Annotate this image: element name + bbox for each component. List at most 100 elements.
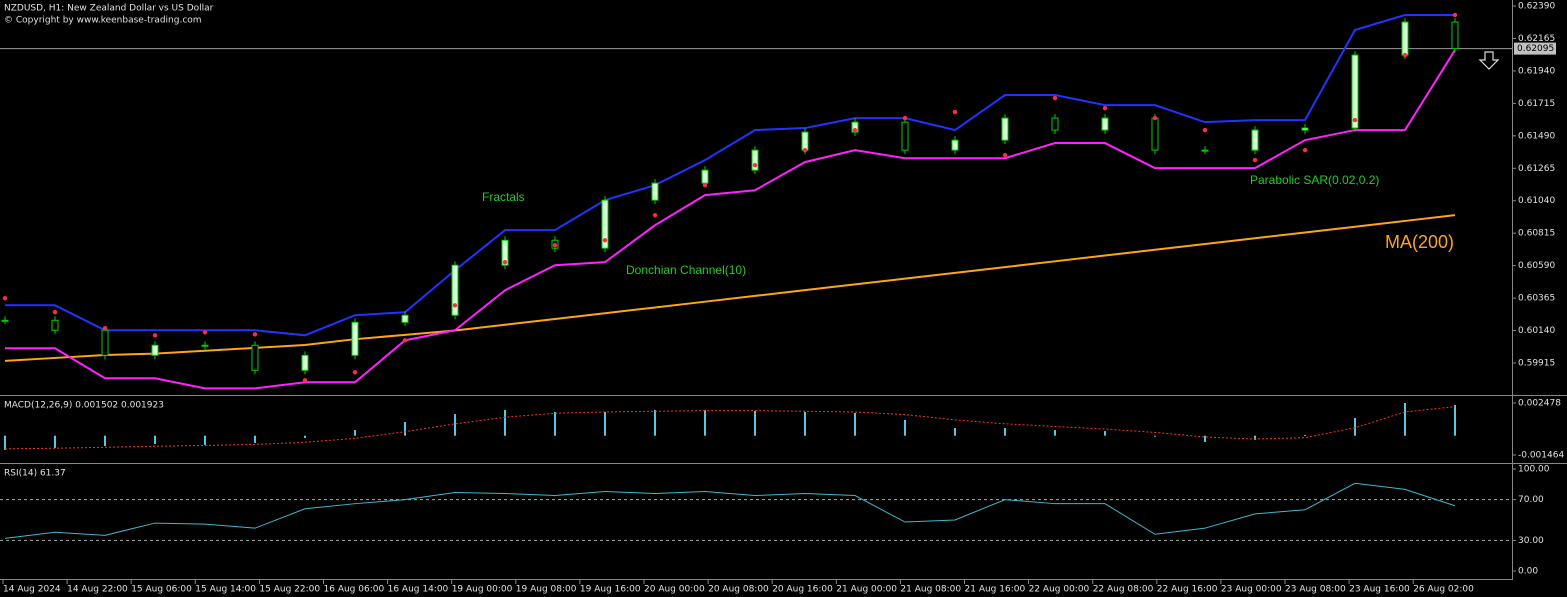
- candle: [701, 169, 709, 184]
- ma-line: [4, 214, 1456, 362]
- x-tick-label: 19 Aug 00:00: [452, 585, 513, 595]
- candle: [151, 344, 159, 356]
- x-tick-label: 20 Aug 08:00: [708, 585, 769, 595]
- sar-dot: [1102, 105, 1108, 111]
- macd-bar: [904, 419, 906, 436]
- x-tick-label: 23 Aug 16:00: [1349, 585, 1410, 595]
- y-tick-label: 0.61715: [1518, 99, 1555, 109]
- y-tick-label: 0.002478: [1518, 399, 1561, 409]
- x-tick-label: 21 Aug 16:00: [965, 585, 1026, 595]
- candle: [301, 354, 309, 371]
- donchian-label: Donchian Channel(10): [626, 263, 746, 277]
- y-tick-label: 0.00: [1518, 567, 1538, 577]
- macd-bar: [854, 412, 856, 436]
- macd-bar: [454, 414, 456, 436]
- candle: [101, 329, 109, 356]
- y-tick-label: 0.61940: [1518, 66, 1555, 76]
- sar-dot: [1352, 117, 1358, 123]
- sar-dot: [652, 212, 658, 218]
- y-tick-label: 100.00: [1518, 464, 1550, 474]
- x-tick-label: 20 Aug 16:00: [772, 585, 833, 595]
- sar-dot: [1052, 95, 1058, 101]
- candle: [451, 264, 459, 316]
- donchian-lower: [5, 49, 1456, 390]
- y-tick-label: 0.62390: [1518, 2, 1555, 12]
- sar-dot: [702, 182, 708, 188]
- sar-dot: [1402, 52, 1408, 58]
- x-tick-label: 15 Aug 22:00: [259, 585, 320, 595]
- macd-bar: [604, 411, 606, 436]
- candle: [1201, 149, 1209, 152]
- macd-bar: [254, 435, 256, 443]
- sar-dot: [202, 330, 208, 335]
- macd-bar: [304, 435, 306, 438]
- candle: [1251, 129, 1259, 151]
- x-tick-label: 15 Aug 06:00: [131, 585, 192, 595]
- sar-dot: [952, 109, 958, 115]
- sar-dot: [52, 310, 58, 315]
- sar-dot: [152, 333, 158, 338]
- candle: [51, 319, 59, 331]
- macd-bar: [1154, 435, 1156, 437]
- x-tick-label: 19 Aug 16:00: [580, 585, 641, 595]
- y-tick-label: 0.60140: [1518, 326, 1555, 336]
- candle: [751, 149, 759, 171]
- sar-dot: [1302, 147, 1308, 153]
- y-tick-label: 0.61040: [1518, 196, 1555, 206]
- candle: [351, 321, 359, 356]
- sar-dot: [1002, 152, 1008, 158]
- sar-label: Parabolic SAR(0.02,0.2): [1250, 173, 1379, 187]
- donchian-upper: [5, 13, 1455, 337]
- y-tick-label: 0.62165: [1518, 34, 1555, 44]
- macd-bar: [804, 411, 806, 436]
- macd-bar: [404, 421, 406, 436]
- macd-bar: [1004, 428, 1006, 436]
- macd-signal: [4, 406, 1456, 450]
- candle: [901, 121, 909, 151]
- candle: [1, 319, 9, 322]
- macd-bar: [4, 435, 6, 450]
- sar-dot: [352, 370, 358, 375]
- sar-dot: [252, 332, 258, 337]
- x-tick-label: 14 Aug 2024: [3, 585, 61, 595]
- x-tick-label: 22 Aug 16:00: [1157, 585, 1218, 595]
- sar-dot: [402, 338, 408, 343]
- x-tick-label: 15 Aug 14:00: [195, 585, 256, 595]
- macd-bar: [104, 435, 106, 446]
- macd-bar: [54, 435, 56, 448]
- y-tick-label: 30.00: [1518, 536, 1544, 546]
- candle: [1101, 117, 1109, 131]
- chart-subtitle: © Copyright by www.keenbase-trading.com: [4, 16, 202, 26]
- macd-bar: [1254, 435, 1256, 441]
- y-tick-label: 70.00: [1518, 495, 1544, 505]
- sell-arrow: [1478, 51, 1500, 70]
- candle: [1151, 117, 1159, 151]
- candle: [1001, 117, 1009, 141]
- macd-bar: [754, 411, 756, 436]
- sar-dot: [502, 259, 508, 265]
- macd-bar: [654, 409, 656, 436]
- y-tick-label: 0.60365: [1518, 294, 1555, 304]
- candle: [801, 131, 809, 151]
- macd-bar: [1354, 418, 1356, 436]
- x-tick-label: 14 Aug 22:00: [67, 585, 128, 595]
- candle: [501, 239, 509, 266]
- macd-bar: [154, 435, 156, 444]
- sar-dot: [552, 242, 558, 248]
- sar-dot: [852, 127, 858, 133]
- rsi-title: RSI(14) 61.37: [4, 469, 66, 479]
- x-tick-label: 23 Aug 00:00: [1221, 585, 1282, 595]
- sar-dot: [452, 303, 458, 308]
- y-tick-label: 0.61490: [1518, 131, 1555, 141]
- y-tick-label: 0.60815: [1518, 229, 1555, 239]
- candle: [1401, 21, 1409, 56]
- sar-dot: [1452, 12, 1458, 18]
- x-tick-label: 19 Aug 08:00: [516, 585, 577, 595]
- ma-label: MA(200): [1385, 232, 1454, 252]
- x-tick-label: 26 Aug 02:00: [1413, 585, 1474, 595]
- y-tick-label: -0.001464: [1518, 450, 1564, 460]
- candle: [951, 139, 959, 151]
- x-tick-label: 22 Aug 00:00: [1029, 585, 1090, 595]
